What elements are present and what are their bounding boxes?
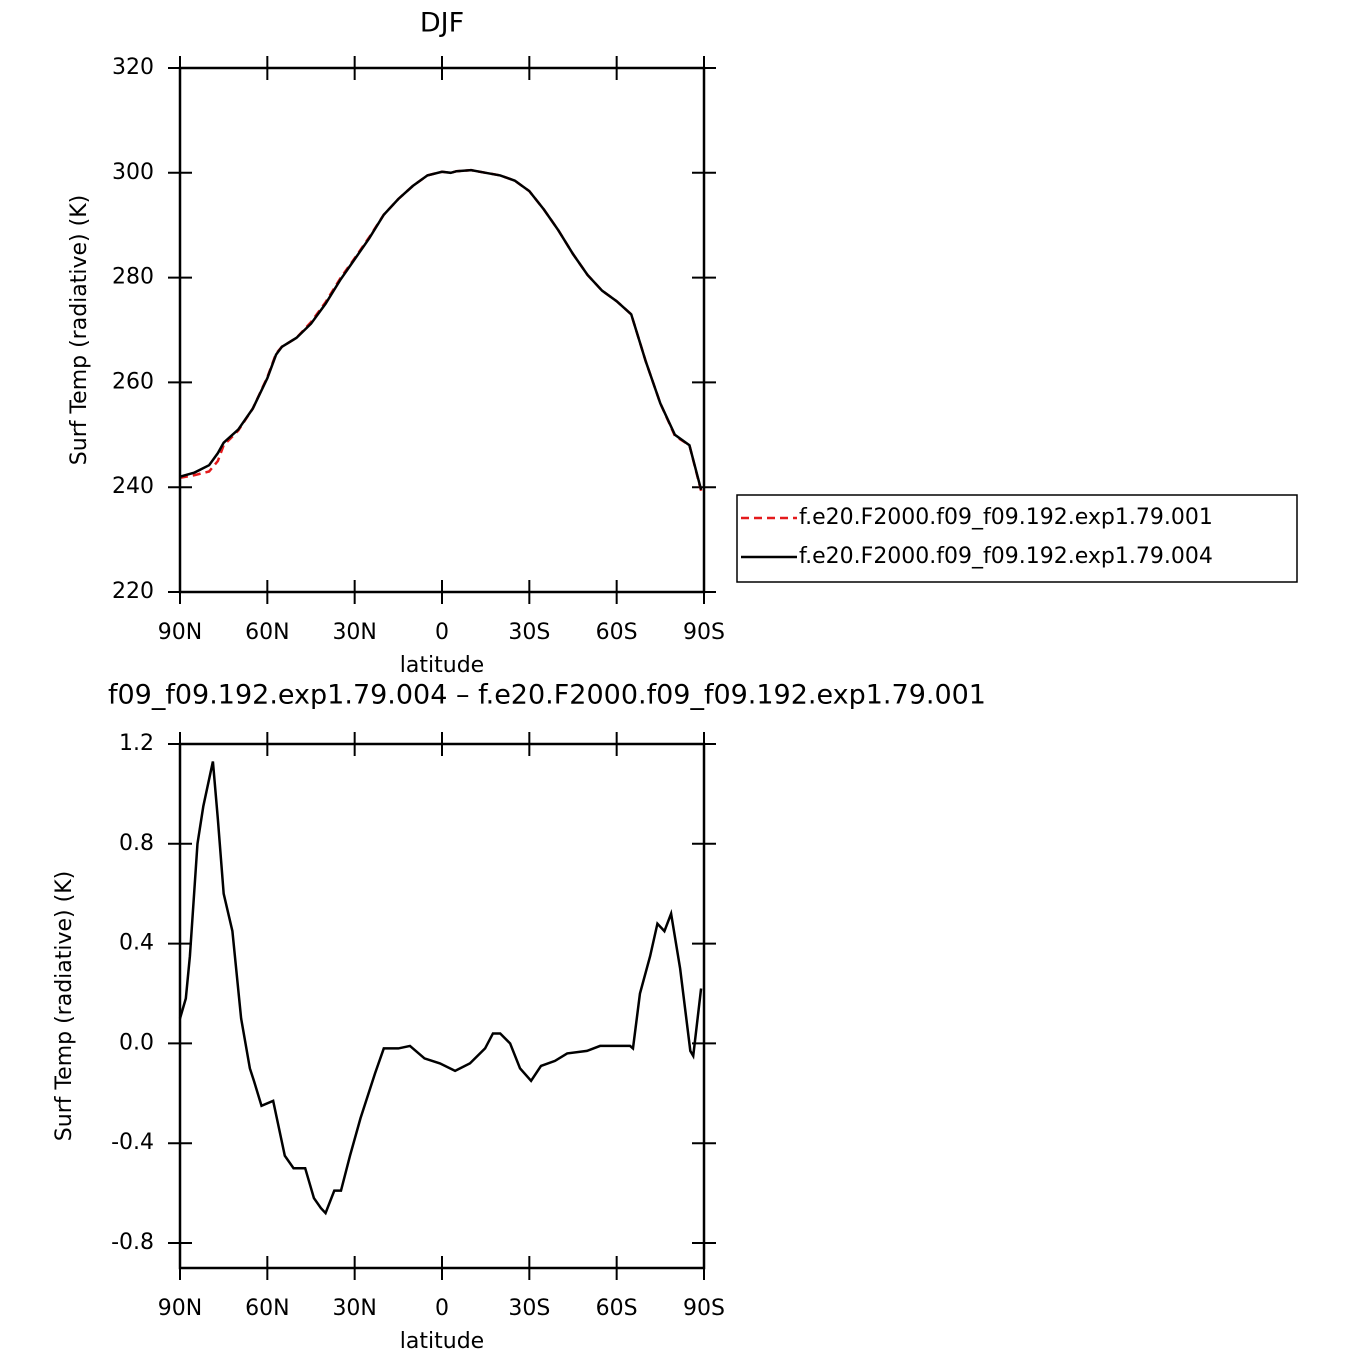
x-tick-label: 30N — [332, 620, 376, 645]
y-tick-label: 0.4 — [119, 931, 154, 956]
chart-title: f09_f09.192.exp1.79.004 – f.e20.F2000.f0… — [108, 680, 986, 711]
x-tick-label: 90S — [683, 620, 725, 645]
x-tick-label: 30S — [508, 620, 550, 645]
y-tick-label: 320 — [112, 55, 154, 80]
legend-box — [736, 494, 1298, 583]
y-tick-label: 0.8 — [119, 831, 154, 856]
x-tick-label: 0 — [435, 620, 449, 645]
x-tick-label: 60S — [596, 620, 638, 645]
data-line — [179, 168, 703, 491]
x-tick-label: 90N — [158, 620, 202, 645]
x-axis-label: latitude — [400, 1329, 484, 1354]
chart-title: DJF — [420, 8, 464, 39]
legend-label: f.e20.F2000.f09_f09.192.exp1.79.001 — [799, 505, 1213, 530]
x-tick-label: 60S — [596, 1296, 638, 1321]
y-tick-label: -0.4 — [111, 1130, 154, 1155]
x-axis-label: latitude — [400, 653, 484, 678]
x-tick-label: 30N — [332, 1296, 376, 1321]
y-tick-label: -0.8 — [111, 1230, 154, 1255]
y-tick-label: 260 — [112, 369, 154, 394]
y-tick-label: 300 — [112, 160, 154, 185]
plot-frame — [178, 742, 706, 1270]
x-tick-label: 30S — [508, 1296, 550, 1321]
data-line — [178, 761, 703, 1216]
y-tick-label: 1.2 — [119, 731, 154, 756]
x-tick-label: 60N — [245, 620, 289, 645]
x-tick-label: 0 — [435, 1296, 449, 1321]
y-tick-label: 280 — [112, 265, 154, 290]
y-axis-label: Surf Temp (radiative) (K) — [67, 195, 92, 465]
x-tick-label: 60N — [245, 1296, 289, 1321]
y-tick-label: 0.0 — [119, 1030, 154, 1055]
x-tick-label: 90S — [683, 1296, 725, 1321]
y-tick-label: 220 — [112, 579, 154, 604]
data-line — [179, 168, 703, 492]
y-axis-label: Surf Temp (radiative) (K) — [52, 871, 77, 1141]
y-tick-label: 240 — [112, 474, 154, 499]
x-tick-label: 90N — [158, 1296, 202, 1321]
plot-frame — [178, 66, 706, 594]
legend-label: f.e20.F2000.f09_f09.192.exp1.79.004 — [799, 544, 1213, 569]
